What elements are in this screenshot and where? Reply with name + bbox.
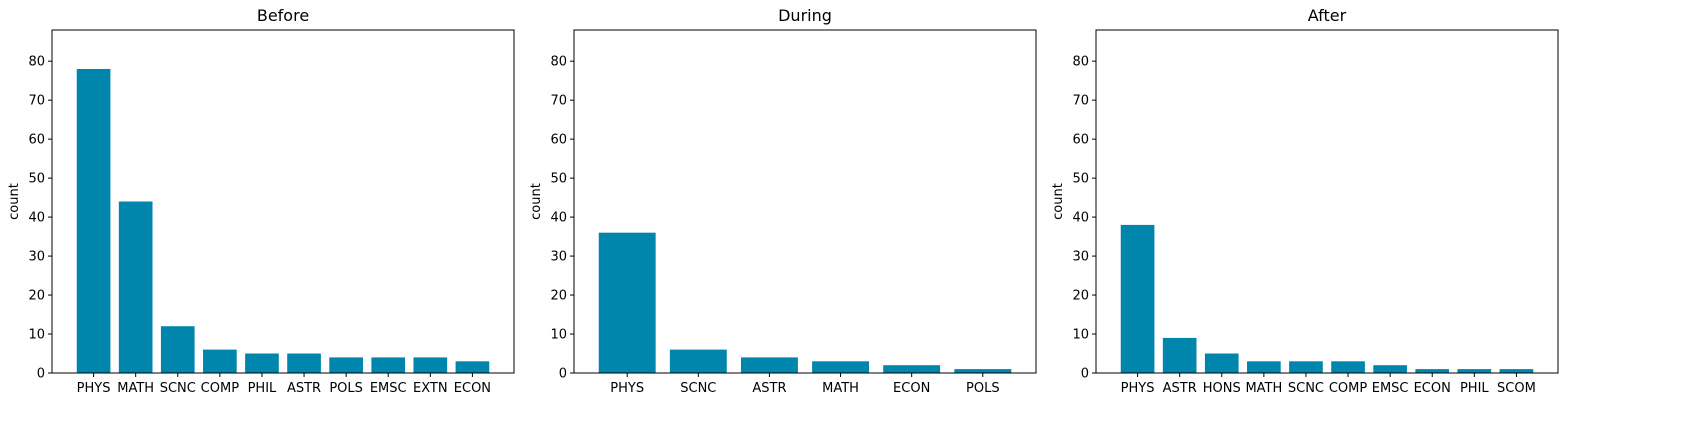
x-tick-label-math: MATH bbox=[822, 381, 859, 396]
x-tick-label-phil: PHIL bbox=[248, 381, 277, 396]
y-tick-label: 60 bbox=[550, 133, 567, 148]
y-tick-label: 70 bbox=[28, 94, 45, 109]
x-tick-label-emsc: EMSC bbox=[370, 381, 407, 396]
bar-math bbox=[812, 361, 870, 373]
x-tick-label-phys: PHYS bbox=[77, 381, 111, 396]
y-tick-label: 40 bbox=[28, 211, 45, 226]
bar-scnc bbox=[669, 349, 727, 373]
plot-frame bbox=[51, 29, 515, 374]
x-tick-label-emsc: EMSC bbox=[1372, 381, 1409, 396]
x-tick-label-pols: POLS bbox=[329, 381, 363, 396]
x-tick-label-scnc: SCNC bbox=[680, 381, 716, 396]
x-tick-label-astr: ASTR bbox=[752, 381, 786, 396]
x-tick-label-astr: ASTR bbox=[287, 381, 321, 396]
y-tick-label: 40 bbox=[550, 211, 567, 226]
bar-emsc bbox=[1373, 365, 1407, 373]
bar-scnc bbox=[1289, 361, 1323, 373]
bar-emsc bbox=[371, 357, 406, 373]
bar-math bbox=[118, 201, 153, 373]
y-tick-label: 20 bbox=[1072, 289, 1089, 304]
y-tick-label: 30 bbox=[550, 250, 567, 265]
bar-astr bbox=[287, 353, 321, 373]
y-tick-label: 20 bbox=[28, 289, 45, 304]
bar-econ bbox=[455, 361, 490, 373]
y-axis-label: count bbox=[1051, 183, 1066, 220]
bar-phys bbox=[1120, 224, 1155, 373]
plot-frame bbox=[1095, 29, 1559, 374]
x-tick-label-pols: POLS bbox=[966, 381, 1000, 396]
x-tick-label-extn: EXTN bbox=[413, 381, 448, 396]
bar-comp bbox=[1331, 361, 1365, 373]
x-tick-label-hons: HONS bbox=[1203, 381, 1241, 396]
y-tick-label: 80 bbox=[1072, 55, 1089, 70]
x-tick-label-scnc: SCNC bbox=[1288, 381, 1324, 396]
chart-title: After bbox=[1308, 6, 1347, 25]
bar-scnc bbox=[160, 326, 195, 373]
x-tick-label-econ: ECON bbox=[1414, 381, 1451, 396]
y-tick-label: 30 bbox=[1072, 250, 1089, 265]
y-tick-label: 80 bbox=[28, 55, 45, 70]
y-tick-label: 10 bbox=[1072, 328, 1089, 343]
y-tick-label: 20 bbox=[550, 289, 567, 304]
chart-panel-3: 0 10 20 30 40 50 60 70 80 PHYS ASTR HONS MATH SCNC COM… bbox=[1051, 6, 1559, 396]
bar-phys bbox=[76, 68, 111, 373]
y-tick-label: 80 bbox=[550, 55, 567, 70]
y-tick-label: 0 bbox=[559, 367, 567, 382]
x-tick-label-phys: PHYS bbox=[1121, 381, 1155, 396]
y-tick-label: 10 bbox=[550, 328, 567, 343]
x-tick-label-comp: COMP bbox=[1329, 381, 1368, 396]
bar-comp bbox=[203, 349, 237, 373]
x-tick-label-scnc: SCNC bbox=[160, 381, 196, 396]
x-tick-label-math: MATH bbox=[117, 381, 154, 396]
y-tick-label: 30 bbox=[28, 250, 45, 265]
bar-pols bbox=[329, 357, 363, 373]
x-tick-label-astr: ASTR bbox=[1163, 381, 1197, 396]
y-axis-label: count bbox=[529, 183, 544, 220]
chart-title: Before bbox=[257, 6, 309, 25]
x-tick-label-phil: PHIL bbox=[1460, 381, 1489, 396]
bar-econ bbox=[1415, 369, 1450, 373]
y-tick-label: 10 bbox=[28, 328, 45, 343]
chart-title: During bbox=[778, 6, 832, 25]
y-tick-label: 40 bbox=[1072, 211, 1089, 226]
bar-astr bbox=[740, 357, 798, 373]
bar-econ bbox=[883, 365, 941, 373]
y-axis-label: count bbox=[7, 183, 22, 220]
plot-frame bbox=[573, 29, 1037, 374]
y-tick-label: 50 bbox=[28, 172, 45, 187]
bar-pols bbox=[954, 369, 1012, 373]
bar-phil bbox=[1457, 369, 1492, 373]
chart-panel-1: 0 10 20 30 40 50 60 70 80 PHYS MATH SCNC COMP PHIL AST… bbox=[7, 6, 515, 396]
bar-extn bbox=[413, 357, 448, 373]
y-tick-label: 0 bbox=[37, 367, 45, 382]
chart-panel-2: 0 10 20 30 40 50 60 70 80 PHYS SCNC ASTR MATH ECON POL… bbox=[529, 6, 1037, 396]
bar-phys bbox=[598, 232, 656, 373]
bar-math bbox=[1247, 361, 1281, 373]
bar-scom bbox=[1499, 369, 1534, 373]
x-tick-label-comp: COMP bbox=[201, 381, 240, 396]
y-tick-label: 0 bbox=[1081, 367, 1089, 382]
x-tick-label-math: MATH bbox=[1245, 381, 1282, 396]
x-tick-label-econ: ECON bbox=[454, 381, 491, 396]
y-tick-label: 50 bbox=[550, 172, 567, 187]
y-tick-label: 70 bbox=[550, 94, 567, 109]
y-tick-label: 70 bbox=[1072, 94, 1089, 109]
x-tick-label-econ: ECON bbox=[893, 381, 930, 396]
y-tick-label: 60 bbox=[28, 133, 45, 148]
y-tick-label: 50 bbox=[1072, 172, 1089, 187]
y-tick-label: 60 bbox=[1072, 133, 1089, 148]
x-tick-label-scom: SCOM bbox=[1497, 381, 1536, 396]
bar-astr bbox=[1162, 337, 1197, 373]
bar-phil bbox=[245, 353, 279, 373]
bar-hons bbox=[1204, 353, 1239, 373]
x-tick-label-phys: PHYS bbox=[610, 381, 644, 396]
